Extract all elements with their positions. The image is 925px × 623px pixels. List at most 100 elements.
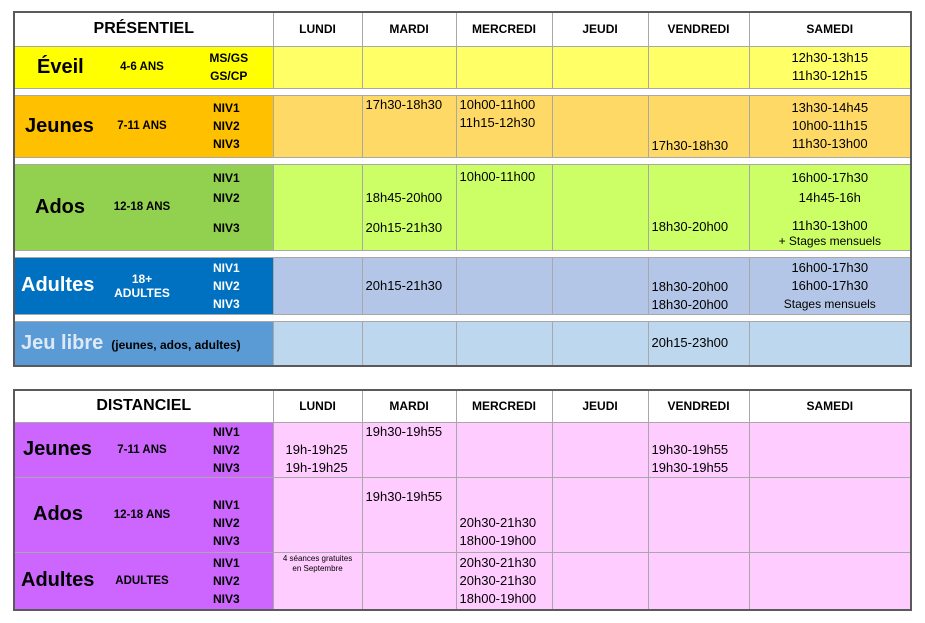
presentiel-title: PRÉSENTIEL	[13, 11, 274, 47]
distanciel-header-row: DISTANCIEL LUNDI MARDI MERCREDI JEUDI VE…	[13, 389, 912, 423]
time-slot: 10h00-11h00	[459, 96, 536, 112]
level-label: NIV3	[213, 460, 240, 475]
time-slot: 19h30-19h55	[651, 459, 729, 475]
time-slot: 10h00-11h15	[791, 118, 868, 133]
time-slot: 19h30-19h55	[365, 423, 443, 439]
level-label: NIV1	[213, 170, 240, 185]
category-eveil: Éveil	[37, 55, 84, 78]
time-slot: 18h30-20h00	[651, 296, 729, 312]
level-label: NIV2	[213, 278, 240, 293]
time-slot: 11h30-12h15	[791, 68, 868, 83]
time-slot: 20h30-21h30	[459, 572, 537, 588]
time-slot: 19h-19h25	[285, 441, 348, 457]
level-label: NIV2	[213, 573, 240, 588]
day-header-vendredi: VENDREDI	[647, 11, 750, 47]
time-slot: 16h00-17h30	[791, 277, 869, 293]
time-slot: 20h15-23h00	[651, 335, 729, 351]
time-slot: 10h00-11h00	[459, 168, 536, 184]
level-label: NIV2	[213, 515, 240, 530]
level-label: NIV1	[213, 497, 240, 512]
category-jeunes: Jeunes	[25, 114, 94, 137]
level-label: NIV1	[213, 555, 240, 570]
level-label: NIV3	[213, 533, 240, 548]
level-label: MS/GS	[209, 51, 249, 65]
jeu-libre-subtitle: (jeunes, ados, adultes)	[111, 338, 241, 353]
time-slot: 11h30-13h00	[791, 136, 868, 151]
day-header-samedi: SAMEDI	[748, 11, 912, 47]
day-header-jeudi: JEUDI	[551, 11, 649, 47]
lundi-note: 4 séances gratuites	[282, 553, 353, 563]
time-slot: 19h30-19h55	[365, 488, 443, 504]
time-slot: 20h30-21h30	[459, 554, 537, 570]
day-header-mardi: MARDI	[361, 389, 457, 423]
age-adultes-sub: ADULTES	[114, 285, 170, 300]
category-ados: Ados	[35, 195, 85, 218]
time-slot: 17h30-18h30	[365, 96, 443, 112]
level-label: NIV1	[213, 260, 240, 275]
category-adultes: Adultes	[21, 274, 95, 296]
row-jeu-libre: Jeu libre (jeunes, ados, adultes) 20h15-…	[13, 320, 912, 367]
level-label: NIV2	[213, 442, 240, 457]
level-label: NIV3	[213, 296, 240, 311]
level-label: GS/CP	[210, 69, 248, 83]
time-slot: 16h00-17h30	[791, 169, 869, 185]
category-dist-ados: Ados	[33, 503, 83, 525]
note-stages: + Stages mensuels	[778, 233, 881, 248]
category-dist-adultes: Adultes	[21, 569, 95, 592]
time-slot: 18h00-19h00	[459, 532, 537, 548]
time-slot: 19h30-19h55	[651, 441, 729, 457]
day-header-samedi: SAMEDI	[748, 389, 912, 423]
age-dist-adultes: ADULTES	[99, 551, 185, 611]
level-label: NIV3	[213, 220, 240, 235]
day-header-vendredi: VENDREDI	[647, 389, 750, 423]
distanciel-table: DISTANCIEL LUNDI MARDI MERCREDI JEUDI VE…	[13, 389, 913, 611]
time-slot: 20h15-21h30	[365, 277, 443, 293]
day-header-lundi: LUNDI	[272, 389, 363, 423]
age-ados: 12-18 ANS	[99, 163, 185, 251]
time-slot: 16h00-17h30	[791, 259, 869, 275]
time-slot: 19h-19h25	[285, 459, 348, 475]
level-label: NIV1	[213, 101, 240, 115]
row-adultes: Adultes 18+ ADULTES NIV1 NIV2 NIV3 20h15-2…	[13, 256, 912, 315]
level-label: NIV3	[213, 137, 240, 151]
category-dist-jeunes: Jeunes	[23, 438, 92, 460]
time-slot: 11h15-12h30	[459, 114, 536, 130]
age-eveil: 4-6 ANS	[99, 45, 185, 89]
category-jeu-libre: Jeu libre	[21, 331, 104, 354]
note-stages: Stages mensuels	[783, 296, 876, 311]
level-label: NIV3	[213, 591, 240, 606]
level-label: NIV2	[213, 119, 240, 133]
time-slot: 20h15-21h30	[365, 219, 443, 235]
day-header-mardi: MARDI	[361, 11, 457, 47]
distanciel-title: DISTANCIEL	[13, 389, 274, 423]
age-dist-ados: 12-18 ANS	[99, 476, 185, 553]
row-dist-ados: Ados 12-18 ANS NIV1 NIV2 NIV3 19h30-19h55 …	[13, 476, 912, 553]
time-slot: 12h30-13h15	[791, 50, 869, 65]
age-adultes: 18+	[131, 271, 153, 286]
presentiel-header-row: PRÉSENTIEL LUNDI MARDI MERCREDI JEUDI VE…	[13, 11, 912, 47]
presentiel-table: PRÉSENTIEL LUNDI MARDI MERCREDI JEUDI VE…	[13, 11, 913, 367]
time-slot: 18h45-20h00	[365, 189, 443, 205]
time-slot: 11h30-13h00	[791, 217, 868, 233]
day-header-mercredi: MERCREDI	[455, 11, 553, 47]
time-slot: 18h30-20h00	[651, 218, 729, 234]
day-header-jeudi: JEUDI	[551, 389, 649, 423]
row-eveil: Éveil 4-6 ANS MS/GS GS/CP 12h30-13h15 11h3…	[13, 45, 912, 89]
row-jeunes: Jeunes 7-11 ANS NIV1 NIV2 NIV3 17h30-18h30…	[13, 94, 912, 158]
row-ados: Ados 12-18 ANS NIV1 NIV2 NIV3 18h45-20h0…	[13, 163, 912, 251]
level-label: NIV2	[213, 190, 240, 205]
lundi-note: en Septembre	[292, 563, 343, 573]
age-jeunes: 7-11 ANS	[99, 94, 185, 158]
age-dist-jeunes: 7-11 ANS	[99, 421, 185, 478]
time-slot: 18h30-20h00	[651, 278, 729, 294]
day-header-lundi: LUNDI	[272, 11, 363, 47]
day-header-mercredi: MERCREDI	[455, 389, 553, 423]
row-dist-adultes: Adultes ADULTES NIV1 NIV2 NIV3 4 séances g…	[13, 551, 912, 611]
time-slot: 13h30-14h45	[791, 100, 869, 115]
level-label: NIV1	[213, 424, 240, 439]
row-dist-jeunes: Jeunes 7-11 ANS NIV1 NIV2 NIV3 19h-19h25 1…	[13, 421, 912, 478]
time-slot: 17h30-18h30	[651, 137, 729, 153]
time-slot: 14h45-16h	[798, 189, 861, 205]
time-slot: 18h00-19h00	[459, 590, 537, 606]
time-slot: 20h30-21h30	[459, 514, 537, 530]
